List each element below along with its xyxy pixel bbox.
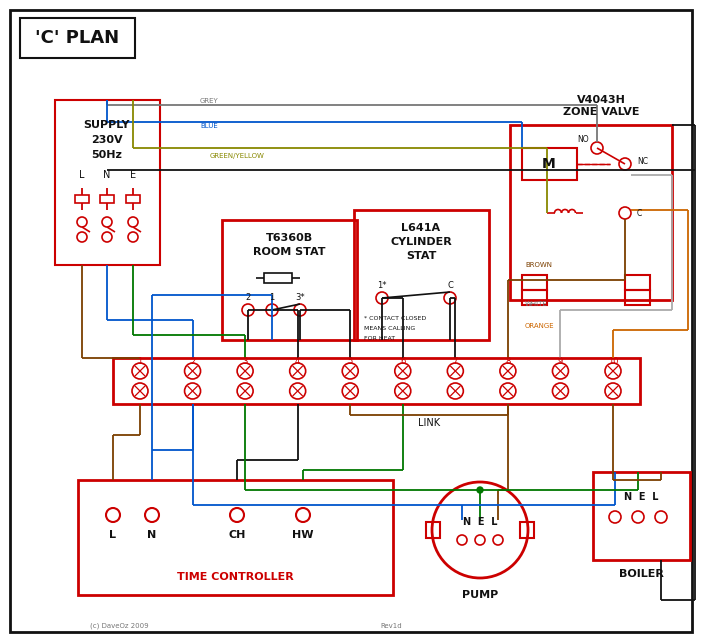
Text: 9: 9 [558,358,563,367]
Text: Rev1d: Rev1d [380,623,402,629]
Text: ORANGE: ORANGE [525,323,555,329]
Text: PUMP: PUMP [462,590,498,600]
Bar [354,210,489,340]
Text: M: M [542,157,556,171]
Bar [100,195,114,203]
Text: N: N [147,530,157,540]
Text: 6: 6 [400,358,406,367]
Text: N: N [103,170,111,180]
Text: C: C [637,208,642,217]
Text: GREEN/YELLOW: GREEN/YELLOW [210,153,265,159]
Bar [126,195,140,203]
Text: N  E  L: N E L [463,517,497,527]
Text: L: L [79,170,85,180]
Text: BOILER: BOILER [618,569,663,579]
Bar [113,358,640,404]
Text: L641A: L641A [402,223,441,233]
Bar [20,18,135,58]
Text: 5: 5 [347,358,353,367]
Text: 1: 1 [270,294,274,303]
Text: 1*: 1* [377,281,387,290]
Text: T6360B: T6360B [265,233,312,243]
Text: 2: 2 [190,358,195,367]
Text: 10: 10 [608,358,618,367]
Text: 4: 4 [295,358,300,367]
Text: BROWN: BROWN [525,262,552,268]
Bar [522,275,547,290]
Bar [522,290,547,305]
Text: 50Hz: 50Hz [91,150,122,160]
Text: SUPPLY: SUPPLY [84,120,131,130]
Bar [510,125,672,300]
Text: TIME CONTROLLER: TIME CONTROLLER [177,572,293,582]
Bar [593,472,690,560]
Text: 2: 2 [246,294,251,303]
Bar [625,275,650,290]
Bar [75,195,89,203]
Text: LINK: LINK [418,418,440,428]
Text: CYLINDER: CYLINDER [390,237,452,247]
Text: NO: NO [577,135,589,144]
Text: 'C' PLAN: 'C' PLAN [35,29,119,47]
Text: WHITE: WHITE [525,301,548,307]
Text: 7: 7 [453,358,458,367]
Text: MEANS CALLING: MEANS CALLING [364,326,416,331]
Text: ZONE VALVE: ZONE VALVE [563,107,640,117]
Text: L: L [110,530,117,540]
Text: C: C [447,281,453,290]
Text: E: E [130,170,136,180]
Text: 3*: 3* [295,294,305,303]
Bar [222,220,357,340]
Text: FOR HEAT: FOR HEAT [364,335,395,340]
Text: GREY: GREY [200,98,219,104]
Bar [55,100,160,265]
Bar [625,290,650,305]
Text: N  E  L: N E L [624,492,658,502]
Bar [522,148,577,180]
Text: 3: 3 [242,358,248,367]
Text: 230V: 230V [91,135,123,145]
Text: * CONTACT CLOSED: * CONTACT CLOSED [364,315,426,320]
Text: STAT: STAT [406,251,436,261]
Text: ROOM STAT: ROOM STAT [253,247,325,257]
Text: BLUE: BLUE [200,123,218,129]
Text: (c) DaveOz 2009: (c) DaveOz 2009 [90,623,149,629]
Text: NC: NC [637,158,648,167]
Circle shape [477,487,483,493]
Text: 1: 1 [138,358,143,367]
Bar [520,522,534,538]
Bar [264,273,292,283]
Bar [78,480,393,595]
Bar [426,522,440,538]
Text: 8: 8 [505,358,510,367]
Text: HW: HW [292,530,314,540]
Text: V4043H: V4043H [576,95,625,105]
Text: CH: CH [228,530,246,540]
